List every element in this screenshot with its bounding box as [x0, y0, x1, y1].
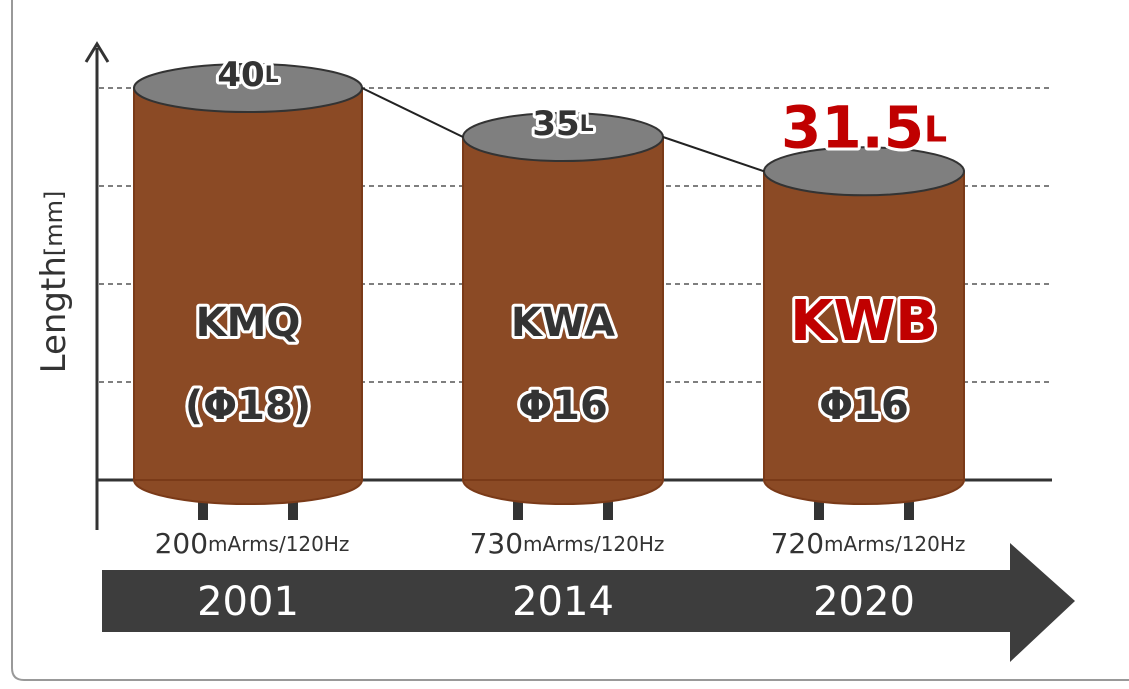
model-label: KWB: [790, 289, 938, 354]
year-label: 2020: [813, 579, 915, 625]
connector: [362, 88, 463, 137]
year-label: 2014: [512, 579, 614, 625]
rating-label: 720mArms/120Hz: [771, 527, 966, 560]
rating-label: 200mArms/120Hz: [155, 527, 350, 560]
y-axis-label: Length[mm]: [34, 191, 74, 374]
year-label: 2001: [197, 579, 299, 625]
model-label: KMQ: [196, 300, 301, 346]
rating-label: 730mArms/120Hz: [470, 527, 665, 560]
connector: [663, 137, 764, 171]
diameter-label: Φ16: [819, 383, 909, 429]
value-label: 31.5L: [781, 93, 947, 161]
diameter-label: Φ16: [518, 383, 608, 429]
model-label: KWA: [511, 300, 615, 346]
diameter-label: (Φ18): [185, 383, 311, 429]
chart: Length[mm]40LKMQ(Φ18)200mArms/120Hz20013…: [0, 0, 1129, 685]
